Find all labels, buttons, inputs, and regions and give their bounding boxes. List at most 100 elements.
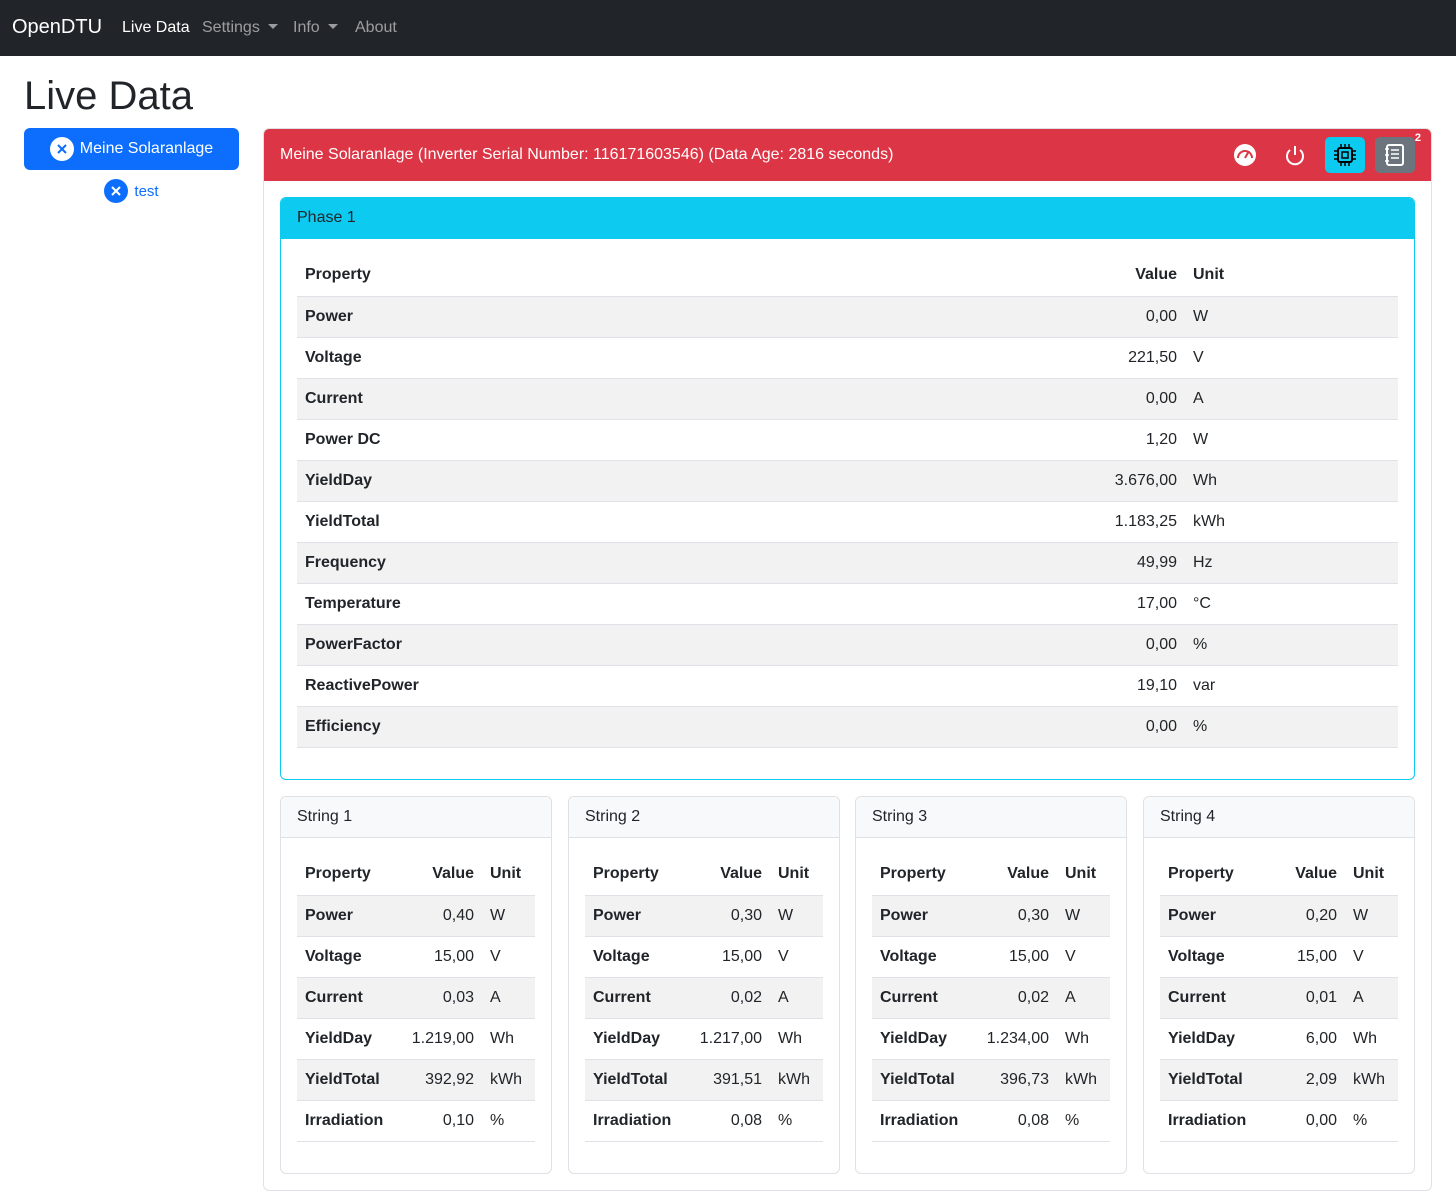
property: Voltage xyxy=(872,936,972,978)
property: Current xyxy=(297,977,397,1019)
value: 0,30 xyxy=(685,895,770,937)
badge: 2 xyxy=(1414,132,1421,144)
column-header: Property xyxy=(297,854,397,896)
inverter-name: test xyxy=(134,182,159,200)
property: Voltage xyxy=(297,936,397,978)
value: 3.676,00 xyxy=(1065,460,1185,502)
limit-button[interactable] xyxy=(1225,137,1265,173)
row: Voltage 15,00 V xyxy=(585,936,823,978)
toolbar: 2 xyxy=(1225,132,1421,173)
nav-settings[interactable]: Settings xyxy=(202,19,278,37)
data-table: Property Value Unit Power 0,30 W Voltage 15,00 V… xyxy=(872,854,1110,1142)
unit: V xyxy=(482,936,535,978)
unit: A xyxy=(1345,977,1398,1019)
value: 49,99 xyxy=(1065,542,1185,584)
property: Frequency xyxy=(297,542,1065,584)
unit: A xyxy=(770,977,823,1019)
nav-info[interactable]: Info xyxy=(293,19,338,37)
power-button[interactable] xyxy=(1275,137,1315,173)
row: Current 0,00 A xyxy=(297,378,1398,420)
row: Irradiation 0,08% xyxy=(585,1100,823,1142)
unit: % xyxy=(1185,706,1398,748)
card: String 1 Property Value Unit Power 0,40 W Volta… xyxy=(280,796,552,1174)
value: 0,00 xyxy=(1065,378,1185,420)
inverter-tab[interactable]: Meine Solaranlage xyxy=(24,128,239,170)
brand[interactable]: OpenDTU xyxy=(12,16,103,38)
row: YieldTotal 396,73 kWh xyxy=(872,1059,1110,1101)
value: 0,08 xyxy=(972,1100,1057,1142)
property: YieldTotal xyxy=(1160,1059,1260,1101)
unit: W xyxy=(482,895,535,937)
row: YieldDay 1.217,00 Wh xyxy=(585,1018,823,1060)
column-header: Value xyxy=(972,854,1057,896)
value: 0,00 xyxy=(1065,624,1185,666)
table-head: Property Value Unit xyxy=(297,854,535,896)
property: Power xyxy=(297,895,397,937)
column-header: Unit xyxy=(770,854,823,896)
unit: °C xyxy=(1185,583,1398,625)
property: Efficiency xyxy=(297,706,1065,748)
unit: Wh xyxy=(482,1018,535,1060)
row: YieldTotal 2,09 kWh xyxy=(1160,1059,1398,1101)
row: Current 0,02 A xyxy=(585,977,823,1019)
unit: V xyxy=(1345,936,1398,978)
row: Power DC 1,20 W xyxy=(297,419,1398,461)
unit: W xyxy=(770,895,823,937)
header-row: Property Value Unit xyxy=(872,854,1110,896)
row: YieldTotal 392,92 kWh xyxy=(297,1059,535,1101)
row: YieldDay 1.234,00 Wh xyxy=(872,1018,1110,1060)
table-head: Property Value Unit xyxy=(872,854,1110,896)
property: Temperature xyxy=(297,583,1065,625)
unit: V xyxy=(770,936,823,978)
unit: Wh xyxy=(1345,1018,1398,1060)
column-header: Property xyxy=(872,854,972,896)
row: Current 0,03 A xyxy=(297,977,535,1019)
card: String 3 Property Value Unit Power 0,30 W Volta… xyxy=(855,796,1127,1174)
data-table: Property Value Unit Power 0,00 W Voltage 221,50… xyxy=(297,255,1398,748)
event-log-button[interactable]: 2 xyxy=(1375,132,1421,173)
unit: kWh xyxy=(482,1059,535,1101)
table-body: Power 0,00 W Voltage 221,50 V Current 0,00 A Powe… xyxy=(297,296,1398,748)
inverter-name: Meine Solaranlage xyxy=(79,140,214,157)
property: YieldDay xyxy=(297,460,1065,502)
value: 19,10 xyxy=(1065,665,1185,707)
property: Power xyxy=(1160,895,1260,937)
device-info-button[interactable] xyxy=(1325,137,1365,173)
status-icon xyxy=(104,179,129,203)
card-title: String 3 xyxy=(856,797,1126,838)
inverter-tab[interactable]: test xyxy=(24,178,239,204)
unit: kWh xyxy=(770,1059,823,1101)
unit: Hz xyxy=(1185,542,1398,584)
card: Phase 1 Property Value Unit Power 0,00 W Voltag… xyxy=(280,197,1415,780)
table-head: Property Value Unit xyxy=(297,255,1398,297)
value: 221,50 xyxy=(1065,337,1185,379)
column-header: Unit xyxy=(1185,255,1398,297)
property: Irradiation xyxy=(585,1100,685,1142)
property: Power xyxy=(585,895,685,937)
row: YieldTotal 1.183,25 kWh xyxy=(297,501,1398,543)
data-table: Property Value Unit Power 0,40 W Voltage 15,00 V… xyxy=(297,854,535,1142)
property: Current xyxy=(872,977,972,1019)
nav-label: Info xyxy=(293,19,320,36)
row: Temperature 17,00 °C xyxy=(297,583,1398,625)
table-body: Power 0,30 W Voltage 15,00 V Current 0,02 A Yield… xyxy=(585,895,823,1142)
property: Irradiation xyxy=(1160,1100,1260,1142)
value: 0,20 xyxy=(1260,895,1345,937)
row: YieldTotal 391,51 kWh xyxy=(585,1059,823,1101)
row: Power 0,30 W xyxy=(872,895,1110,937)
column-header: Unit xyxy=(1345,854,1398,896)
row: Voltage 221,50 V xyxy=(297,337,1398,379)
row: Efficiency 0,00% xyxy=(297,706,1398,748)
unit: W xyxy=(1185,296,1398,338)
nav-live-data[interactable]: Live Data xyxy=(122,19,190,36)
value: 1.219,00 xyxy=(397,1018,482,1060)
nav-about[interactable]: About xyxy=(355,19,397,36)
row: Voltage 15,00 V xyxy=(1160,936,1398,978)
value: 1,20 xyxy=(1065,419,1185,461)
column-header: Value xyxy=(1260,854,1345,896)
table-body: Power 0,20 W Voltage 15,00 V Current 0,01 A Yield… xyxy=(1160,895,1398,1142)
value: 1.217,00 xyxy=(685,1018,770,1060)
property: Power xyxy=(297,296,1065,338)
property: YieldTotal xyxy=(297,1059,397,1101)
row: Voltage 15,00 V xyxy=(872,936,1110,978)
